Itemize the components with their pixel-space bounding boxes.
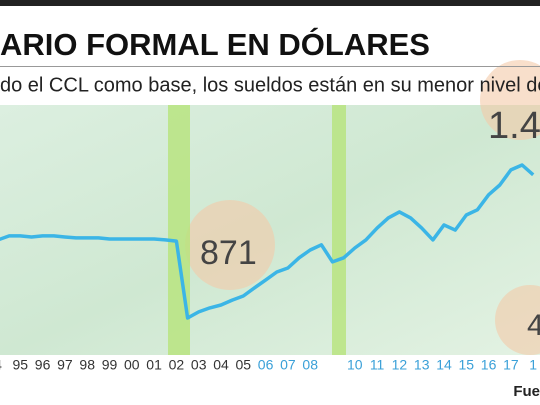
annotation: 1.40 — [488, 105, 540, 147]
x-tick-label: 1 — [529, 357, 537, 373]
x-tick-label: 16 — [481, 357, 497, 373]
x-tick-label: 98 — [79, 357, 95, 373]
x-tick-label: 02 — [169, 357, 185, 373]
x-tick-label: 00 — [124, 357, 140, 373]
x-tick-label: 03 — [191, 357, 207, 373]
x-tick-label: 95 — [13, 357, 29, 373]
rule — [0, 66, 540, 67]
x-tick-label: 12 — [392, 357, 408, 373]
decoration — [480, 60, 540, 140]
x-tick-label: 09 — [325, 357, 341, 373]
x-tick-label: 10 — [347, 357, 363, 373]
x-tick-label: 11 — [370, 357, 385, 373]
source: Fue — [513, 383, 540, 400]
chart-title: ARIO FORMAL EN DÓLARES — [0, 26, 430, 62]
x-tick-label: 04 — [213, 357, 229, 373]
x-tick-label: 08 — [302, 357, 318, 373]
annotation: 871 — [200, 234, 257, 272]
x-tick-label: 17 — [503, 357, 519, 373]
x-tick-label: 14 — [436, 357, 452, 373]
subtitle: do el CCL como base, los sueldos están e… — [0, 74, 540, 96]
x-tick-label: 15 — [459, 357, 475, 373]
x-tick-label: 97 — [57, 357, 73, 373]
top-rule — [0, 0, 540, 6]
x-tick-label: 05 — [236, 357, 252, 373]
x-tick-label: 96 — [35, 357, 51, 373]
x-tick-label: 07 — [280, 357, 296, 373]
highlight-band — [332, 105, 346, 355]
x-tick-label: 13 — [414, 357, 430, 373]
decoration — [495, 285, 540, 355]
x-tick-label: 99 — [102, 357, 118, 373]
decoration — [185, 200, 275, 290]
x-tick-label: 4 — [0, 357, 2, 373]
x-tick-label: 06 — [258, 357, 274, 373]
axis-band — [0, 355, 540, 405]
x-tick-label: 01 — [146, 357, 162, 373]
line — [0, 163, 535, 320]
annotation: 4 — [527, 309, 540, 342]
